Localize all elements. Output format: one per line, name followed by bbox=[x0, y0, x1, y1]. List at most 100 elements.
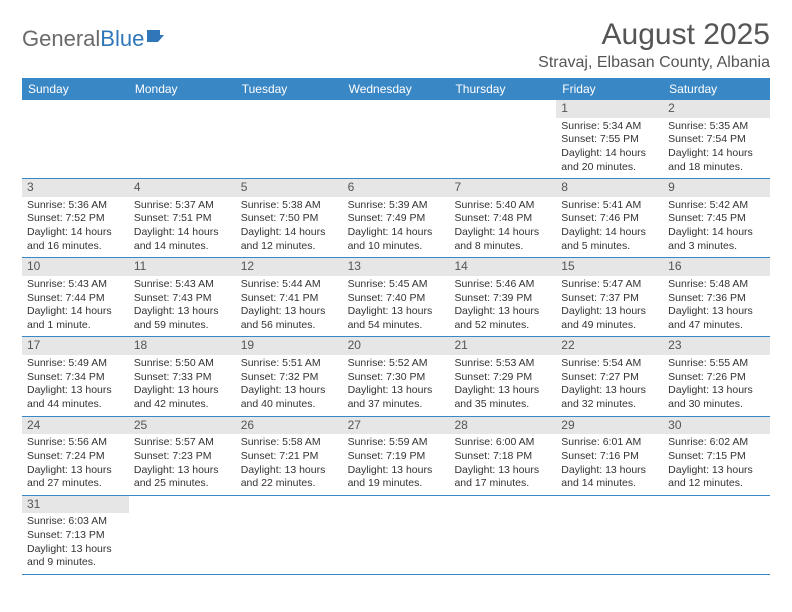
sunset-text: Sunset: 7:21 PM bbox=[241, 450, 338, 464]
day-number: 30 bbox=[663, 417, 770, 435]
day-details: Sunrise: 5:43 AMSunset: 7:43 PMDaylight:… bbox=[129, 276, 236, 337]
daylight-text: Daylight: 14 hours and 3 minutes. bbox=[668, 226, 765, 253]
day-cell: 20Sunrise: 5:52 AMSunset: 7:30 PMDayligh… bbox=[343, 337, 450, 415]
sunrise-text: Sunrise: 5:52 AM bbox=[348, 357, 445, 371]
day-details: Sunrise: 5:49 AMSunset: 7:34 PMDaylight:… bbox=[22, 355, 129, 416]
sunrise-text: Sunrise: 5:34 AM bbox=[561, 120, 658, 134]
sunset-text: Sunset: 7:41 PM bbox=[241, 292, 338, 306]
day-details: Sunrise: 5:42 AMSunset: 7:45 PMDaylight:… bbox=[663, 197, 770, 258]
sunrise-text: Sunrise: 5:45 AM bbox=[348, 278, 445, 292]
sunrise-text: Sunrise: 5:51 AM bbox=[241, 357, 338, 371]
day-cell bbox=[129, 100, 236, 178]
day-number: 5 bbox=[236, 179, 343, 197]
sunset-text: Sunset: 7:43 PM bbox=[134, 292, 231, 306]
day-number: 21 bbox=[449, 337, 556, 355]
day-details: Sunrise: 5:37 AMSunset: 7:51 PMDaylight:… bbox=[129, 197, 236, 258]
day-number: 20 bbox=[343, 337, 450, 355]
day-cell: 11Sunrise: 5:43 AMSunset: 7:43 PMDayligh… bbox=[129, 258, 236, 336]
day-details: Sunrise: 5:50 AMSunset: 7:33 PMDaylight:… bbox=[129, 355, 236, 416]
day-cell: 22Sunrise: 5:54 AMSunset: 7:27 PMDayligh… bbox=[556, 337, 663, 415]
day-number: 4 bbox=[129, 179, 236, 197]
day-details: Sunrise: 5:47 AMSunset: 7:37 PMDaylight:… bbox=[556, 276, 663, 337]
day-details: Sunrise: 5:34 AMSunset: 7:55 PMDaylight:… bbox=[556, 118, 663, 179]
logo-flag-icon bbox=[146, 28, 168, 44]
sunset-text: Sunset: 7:49 PM bbox=[348, 212, 445, 226]
day-cell: 2Sunrise: 5:35 AMSunset: 7:54 PMDaylight… bbox=[663, 100, 770, 178]
sunrise-text: Sunrise: 6:01 AM bbox=[561, 436, 658, 450]
day-number: 29 bbox=[556, 417, 663, 435]
day-number: 31 bbox=[22, 496, 129, 514]
day-cell: 4Sunrise: 5:37 AMSunset: 7:51 PMDaylight… bbox=[129, 179, 236, 257]
day-cell: 30Sunrise: 6:02 AMSunset: 7:15 PMDayligh… bbox=[663, 417, 770, 495]
daylight-text: Daylight: 13 hours and 59 minutes. bbox=[134, 305, 231, 332]
daylight-text: Daylight: 13 hours and 52 minutes. bbox=[454, 305, 551, 332]
day-details: Sunrise: 6:02 AMSunset: 7:15 PMDaylight:… bbox=[663, 434, 770, 495]
day-cell bbox=[449, 100, 556, 178]
day-details: Sunrise: 5:59 AMSunset: 7:19 PMDaylight:… bbox=[343, 434, 450, 495]
day-details: Sunrise: 6:03 AMSunset: 7:13 PMDaylight:… bbox=[22, 513, 129, 574]
weekday-header: Thursday bbox=[449, 78, 556, 100]
day-cell: 15Sunrise: 5:47 AMSunset: 7:37 PMDayligh… bbox=[556, 258, 663, 336]
sunrise-text: Sunrise: 5:37 AM bbox=[134, 199, 231, 213]
day-cell: 28Sunrise: 6:00 AMSunset: 7:18 PMDayligh… bbox=[449, 417, 556, 495]
day-cell bbox=[129, 496, 236, 574]
day-details: Sunrise: 5:52 AMSunset: 7:30 PMDaylight:… bbox=[343, 355, 450, 416]
sunset-text: Sunset: 7:52 PM bbox=[27, 212, 124, 226]
day-cell: 16Sunrise: 5:48 AMSunset: 7:36 PMDayligh… bbox=[663, 258, 770, 336]
day-cell: 6Sunrise: 5:39 AMSunset: 7:49 PMDaylight… bbox=[343, 179, 450, 257]
day-cell: 31Sunrise: 6:03 AMSunset: 7:13 PMDayligh… bbox=[22, 496, 129, 574]
weekday-header: Saturday bbox=[663, 78, 770, 100]
daylight-text: Daylight: 14 hours and 20 minutes. bbox=[561, 147, 658, 174]
sunset-text: Sunset: 7:29 PM bbox=[454, 371, 551, 385]
sunrise-text: Sunrise: 5:59 AM bbox=[348, 436, 445, 450]
daylight-text: Daylight: 14 hours and 12 minutes. bbox=[241, 226, 338, 253]
sunrise-text: Sunrise: 5:56 AM bbox=[27, 436, 124, 450]
sunset-text: Sunset: 7:26 PM bbox=[668, 371, 765, 385]
daylight-text: Daylight: 13 hours and 47 minutes. bbox=[668, 305, 765, 332]
day-cell: 9Sunrise: 5:42 AMSunset: 7:45 PMDaylight… bbox=[663, 179, 770, 257]
week-row: 17Sunrise: 5:49 AMSunset: 7:34 PMDayligh… bbox=[22, 337, 770, 416]
day-cell bbox=[236, 100, 343, 178]
week-row: 1Sunrise: 5:34 AMSunset: 7:55 PMDaylight… bbox=[22, 100, 770, 179]
day-number: 28 bbox=[449, 417, 556, 435]
daylight-text: Daylight: 13 hours and 42 minutes. bbox=[134, 384, 231, 411]
day-cell: 23Sunrise: 5:55 AMSunset: 7:26 PMDayligh… bbox=[663, 337, 770, 415]
sunrise-text: Sunrise: 5:43 AM bbox=[27, 278, 124, 292]
day-cell bbox=[449, 496, 556, 574]
weekday-header: Friday bbox=[556, 78, 663, 100]
header: GeneralBlue August 2025 Stravaj, Elbasan… bbox=[22, 18, 770, 72]
day-cell: 24Sunrise: 5:56 AMSunset: 7:24 PMDayligh… bbox=[22, 417, 129, 495]
sunset-text: Sunset: 7:45 PM bbox=[668, 212, 765, 226]
sunrise-text: Sunrise: 5:50 AM bbox=[134, 357, 231, 371]
day-number: 9 bbox=[663, 179, 770, 197]
day-number: 16 bbox=[663, 258, 770, 276]
day-cell: 1Sunrise: 5:34 AMSunset: 7:55 PMDaylight… bbox=[556, 100, 663, 178]
daylight-text: Daylight: 13 hours and 14 minutes. bbox=[561, 464, 658, 491]
sunset-text: Sunset: 7:55 PM bbox=[561, 133, 658, 147]
week-row: 3Sunrise: 5:36 AMSunset: 7:52 PMDaylight… bbox=[22, 179, 770, 258]
sunrise-text: Sunrise: 5:54 AM bbox=[561, 357, 658, 371]
day-cell: 29Sunrise: 6:01 AMSunset: 7:16 PMDayligh… bbox=[556, 417, 663, 495]
sunrise-text: Sunrise: 5:49 AM bbox=[27, 357, 124, 371]
daylight-text: Daylight: 13 hours and 40 minutes. bbox=[241, 384, 338, 411]
week-row: 24Sunrise: 5:56 AMSunset: 7:24 PMDayligh… bbox=[22, 417, 770, 496]
sunrise-text: Sunrise: 5:48 AM bbox=[668, 278, 765, 292]
day-details: Sunrise: 5:40 AMSunset: 7:48 PMDaylight:… bbox=[449, 197, 556, 258]
logo-text-1: General bbox=[22, 26, 100, 52]
day-cell: 18Sunrise: 5:50 AMSunset: 7:33 PMDayligh… bbox=[129, 337, 236, 415]
day-number: 6 bbox=[343, 179, 450, 197]
sunset-text: Sunset: 7:27 PM bbox=[561, 371, 658, 385]
sunset-text: Sunset: 7:51 PM bbox=[134, 212, 231, 226]
day-cell: 25Sunrise: 5:57 AMSunset: 7:23 PMDayligh… bbox=[129, 417, 236, 495]
day-number: 13 bbox=[343, 258, 450, 276]
day-number: 3 bbox=[22, 179, 129, 197]
weekday-header: Sunday bbox=[22, 78, 129, 100]
day-number: 23 bbox=[663, 337, 770, 355]
daylight-text: Daylight: 13 hours and 37 minutes. bbox=[348, 384, 445, 411]
daylight-text: Daylight: 13 hours and 49 minutes. bbox=[561, 305, 658, 332]
day-details: Sunrise: 5:36 AMSunset: 7:52 PMDaylight:… bbox=[22, 197, 129, 258]
sunset-text: Sunset: 7:33 PM bbox=[134, 371, 231, 385]
daylight-text: Daylight: 13 hours and 12 minutes. bbox=[668, 464, 765, 491]
sunrise-text: Sunrise: 5:36 AM bbox=[27, 199, 124, 213]
day-number: 18 bbox=[129, 337, 236, 355]
